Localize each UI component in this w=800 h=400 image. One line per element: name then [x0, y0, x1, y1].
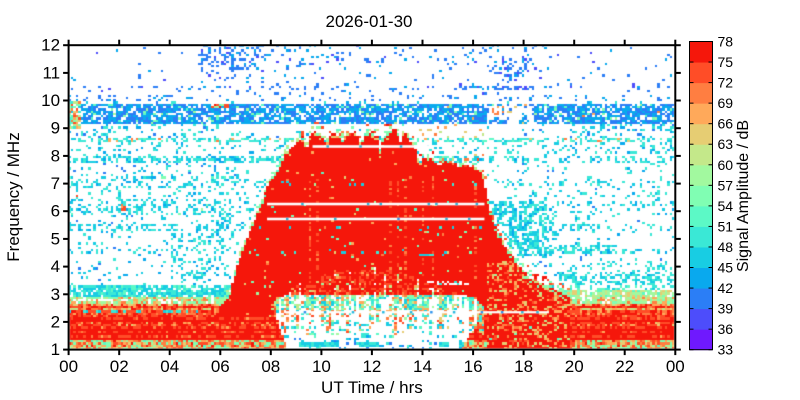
svg-text:11: 11: [42, 63, 60, 82]
svg-text:66: 66: [718, 116, 734, 132]
svg-text:8: 8: [51, 146, 60, 165]
svg-text:51: 51: [718, 218, 734, 234]
svg-text:Signal Amplitude / dB: Signal Amplitude / dB: [735, 120, 752, 272]
svg-text:45: 45: [718, 260, 734, 276]
svg-text:78: 78: [718, 34, 734, 50]
svg-text:UT Time / hrs: UT Time / hrs: [321, 378, 423, 397]
svg-text:16: 16: [464, 357, 483, 376]
svg-text:04: 04: [160, 357, 179, 376]
svg-text:20: 20: [565, 357, 584, 376]
svg-text:3: 3: [51, 285, 60, 304]
svg-text:7: 7: [51, 174, 60, 193]
svg-text:Frequency / MHz: Frequency / MHz: [4, 132, 23, 261]
svg-text:5: 5: [51, 229, 60, 248]
svg-text:69: 69: [718, 95, 734, 111]
svg-text:60: 60: [718, 157, 734, 173]
svg-text:63: 63: [718, 136, 734, 152]
svg-text:00: 00: [666, 357, 685, 376]
svg-text:75: 75: [718, 54, 734, 70]
svg-text:4: 4: [51, 257, 60, 276]
svg-text:1: 1: [51, 340, 60, 359]
svg-text:12: 12: [41, 36, 60, 55]
svg-text:48: 48: [718, 239, 734, 255]
svg-text:12: 12: [362, 357, 381, 376]
svg-text:39: 39: [718, 301, 734, 317]
svg-text:18: 18: [514, 357, 533, 376]
svg-text:72: 72: [718, 75, 734, 91]
svg-text:10: 10: [312, 357, 331, 376]
svg-text:57: 57: [718, 177, 734, 193]
svg-text:00: 00: [59, 357, 78, 376]
svg-text:02: 02: [110, 357, 129, 376]
svg-text:08: 08: [261, 357, 280, 376]
svg-text:14: 14: [413, 357, 432, 376]
svg-text:6: 6: [51, 202, 60, 221]
svg-text:06: 06: [211, 357, 230, 376]
svg-text:54: 54: [718, 198, 734, 214]
svg-text:2: 2: [51, 312, 60, 331]
svg-text:36: 36: [718, 321, 734, 337]
svg-text:22: 22: [615, 357, 634, 376]
svg-text:33: 33: [718, 342, 734, 358]
svg-text:10: 10: [41, 91, 60, 110]
svg-text:2026-01-30: 2026-01-30: [326, 12, 413, 31]
svg-text:42: 42: [718, 280, 734, 296]
svg-text:9: 9: [51, 119, 60, 138]
